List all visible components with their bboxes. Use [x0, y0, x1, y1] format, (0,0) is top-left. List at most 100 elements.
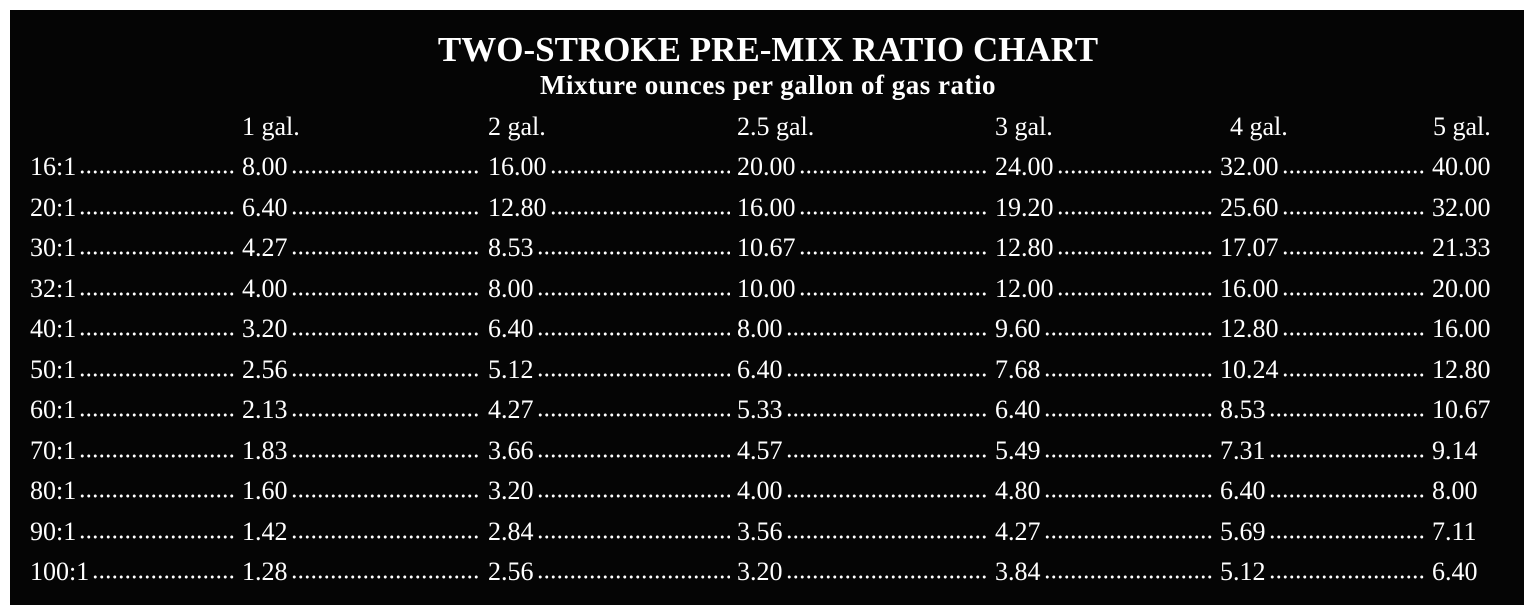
subtitle: Mixture ounces per gallon of gas ratio: [540, 70, 996, 100]
ratio-label: 20:1: [30, 192, 77, 222]
dot-leader: [79, 286, 235, 297]
dot-leader: [79, 367, 235, 378]
ounces-value: 12.00: [995, 273, 1054, 303]
ratio-label: 70:1: [30, 435, 77, 465]
dot-leader: [290, 286, 481, 297]
ounces-value: 25.60: [1220, 192, 1279, 222]
ounces-value: 1.42: [242, 516, 288, 546]
ounces-value: 7.11: [1432, 516, 1477, 546]
column-header: 2.5 gal.: [737, 112, 815, 141]
value-cell: 6.40: [1220, 475, 1428, 507]
dot-leader: [785, 448, 988, 459]
ounces-value: 8.00: [737, 314, 783, 343]
column-header: 2 gal.: [488, 112, 546, 141]
dot-leader: [290, 570, 481, 580]
dot-leader: [79, 205, 235, 216]
column-header: 4 gal.: [1230, 112, 1288, 141]
dot-leader: [1268, 529, 1425, 540]
dot-leader: [92, 570, 235, 580]
value-cell: 8.00: [488, 273, 733, 305]
ounces-value: 16.00: [1220, 273, 1279, 303]
value-cell: 8.00: [737, 313, 991, 345]
value-cell: 32.00: [1432, 192, 1510, 224]
ounces-value: 32.00: [1432, 192, 1491, 222]
ounces-value: 40.00: [1432, 152, 1491, 181]
value-cell: 5.69: [1220, 516, 1428, 548]
dot-leader: [1281, 246, 1425, 256]
dot-leader: [536, 246, 730, 256]
value-cell: 24.00: [995, 151, 1216, 183]
ounces-value: 6.40: [737, 354, 783, 384]
ounces-value: 4.00: [737, 476, 783, 505]
value-cell: 1.28: [242, 556, 484, 588]
dot-leader: [79, 246, 235, 256]
dot-leader: [290, 448, 481, 459]
dot-leader: [1268, 448, 1425, 459]
dot-leader: [1268, 408, 1425, 418]
value-cell: 17.07: [1220, 232, 1428, 264]
ounces-value: 12.80: [1432, 354, 1491, 384]
dot-leader: [1056, 205, 1213, 216]
value-cell: 5.12: [488, 354, 733, 386]
ounces-value: 4.27: [242, 233, 288, 262]
value-cell: 8.53: [1220, 394, 1428, 426]
value-cell: 4.27: [995, 516, 1216, 548]
ounces-value: 1.60: [242, 476, 288, 505]
ounces-value: 3.56: [737, 516, 783, 546]
ratio-label: 100:1: [30, 557, 90, 586]
dot-leader: [536, 327, 730, 337]
ounces-value: 6.40: [1432, 557, 1478, 586]
ounces-value: 21.33: [1432, 233, 1491, 262]
ounces-value: 9.60: [995, 314, 1041, 343]
ounces-value: 4.27: [488, 395, 534, 424]
ratio-label: 50:1: [30, 354, 77, 384]
dot-leader: [1268, 570, 1425, 580]
ounces-value: 8.53: [1220, 395, 1266, 424]
value-cell: 7.68: [995, 354, 1216, 386]
dot-leader: [1281, 286, 1425, 297]
ounces-value: 12.80: [995, 233, 1054, 262]
dot-leader: [798, 165, 988, 175]
ounces-value: 17.07: [1220, 233, 1279, 262]
row-label-cell: 16:1: [30, 151, 238, 183]
ounces-value: 7.68: [995, 354, 1041, 384]
value-cell: 6.40: [1432, 556, 1510, 588]
dot-leader: [798, 286, 988, 297]
ounces-value: 8.00: [242, 152, 288, 181]
value-cell: 1.83: [242, 435, 484, 467]
value-cell: 4.00: [737, 475, 991, 507]
dot-leader: [785, 327, 988, 337]
dot-leader: [290, 489, 481, 499]
title: TWO-STROKE PRE-MIX RATIO CHART: [437, 30, 1099, 69]
ounces-value: 24.00: [995, 152, 1054, 181]
dot-leader: [79, 489, 235, 499]
dot-leader: [79, 529, 235, 540]
value-cell: 7.11: [1432, 516, 1510, 548]
dot-leader: [1043, 489, 1213, 499]
ounces-value: 5.69: [1220, 516, 1266, 546]
dot-leader: [1043, 408, 1213, 418]
value-cell: 19.20: [995, 192, 1216, 224]
ounces-value: 16.00: [737, 192, 796, 222]
dot-leader: [785, 367, 988, 378]
dot-leader: [549, 165, 730, 175]
ounces-value: 6.40: [488, 314, 534, 343]
ratio-label: 80:1: [30, 476, 77, 505]
value-cell: 10.24: [1220, 354, 1428, 386]
row-label-cell: 40:1: [30, 313, 238, 345]
row-label-cell: 30:1: [30, 232, 238, 264]
ounces-value: 5.12: [488, 354, 534, 384]
value-cell: 16.00: [1220, 273, 1428, 305]
ounces-value: 3.20: [737, 557, 783, 586]
dot-leader: [1056, 165, 1213, 175]
value-cell: 6.40: [995, 394, 1216, 426]
value-cell: 12.80: [995, 232, 1216, 264]
ounces-value: 20.00: [737, 152, 796, 181]
dot-leader: [1281, 165, 1425, 175]
value-cell: 9.14: [1432, 435, 1510, 467]
value-cell: 10.67: [1432, 394, 1510, 426]
value-cell: 2.56: [242, 354, 484, 386]
ounces-value: 32.00: [1220, 152, 1279, 181]
dot-leader: [290, 408, 481, 418]
